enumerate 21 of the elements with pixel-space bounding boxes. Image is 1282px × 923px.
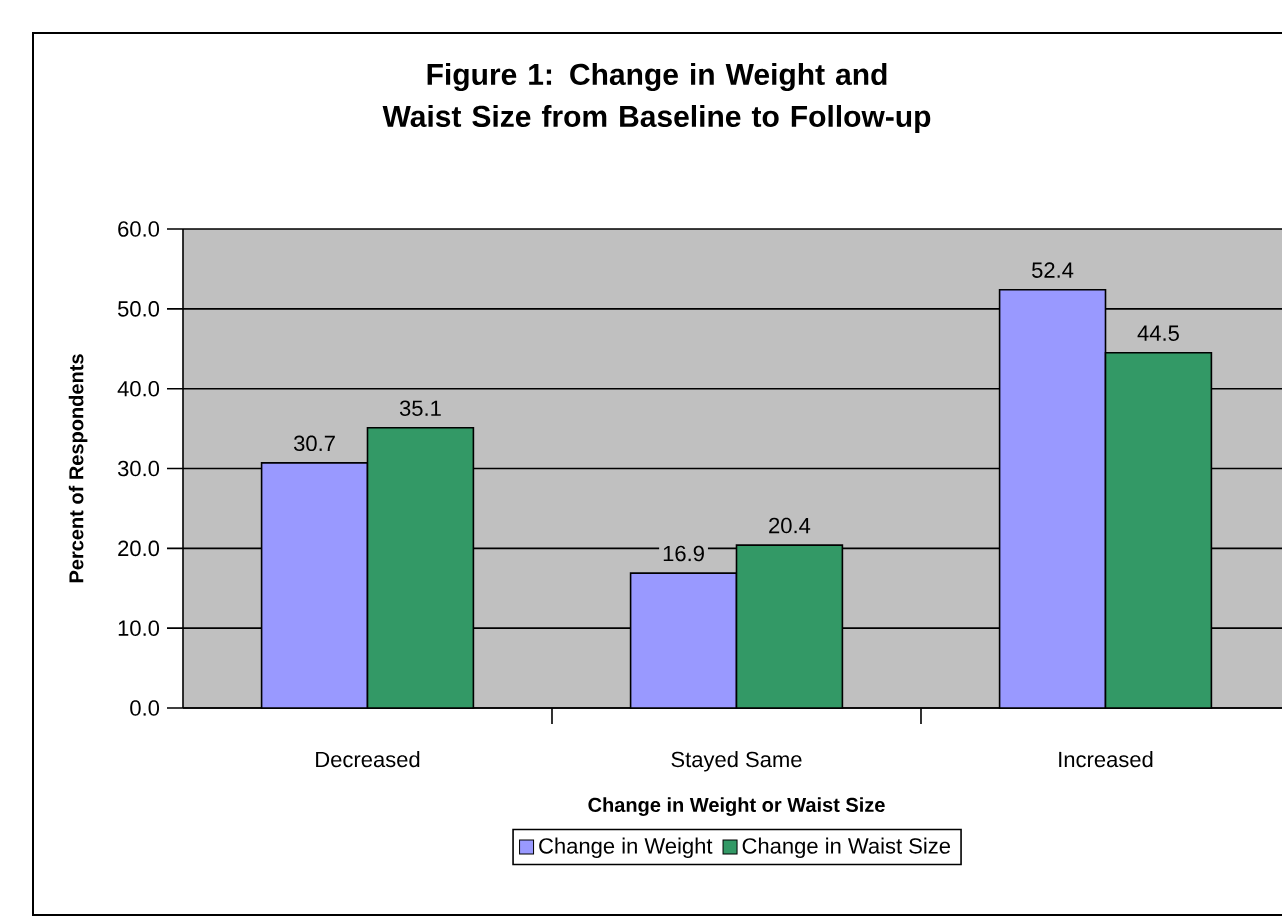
y-tick-label: 0.0 <box>130 700 160 716</box>
y-tick-label: 30.0 <box>117 460 160 477</box>
data-label: 52.4 <box>1032 262 1074 278</box>
data-label: 20.4 <box>769 517 811 534</box>
y-tick-label: 50.0 <box>117 301 160 317</box>
y-axis-title: Percent of Respondents <box>68 354 88 583</box>
x-tick-label: Decreased <box>316 751 420 768</box>
y-tick-label: 40.0 <box>117 380 160 397</box>
y-tick-label: 20.0 <box>118 540 160 557</box>
data-label: 35.1 <box>399 400 441 416</box>
x-axis-title: Change in Weight or Waist Size <box>588 797 885 817</box>
legend-label: Change in Weight <box>539 837 713 859</box>
data-label: 44.5 <box>1137 325 1179 341</box>
data-label: 30.7 <box>293 435 335 452</box>
x-tick-label: Increased <box>1059 751 1153 768</box>
y-tick-label: 60.0 <box>118 221 160 237</box>
data-label: 16.9 <box>663 545 704 562</box>
legend-label: Change in Waist Size <box>742 837 951 859</box>
y-tick-label: 10.0 <box>118 620 160 636</box>
chart-title: Figure 1: Change in Weight and Waist Size from Baseline to Follow-up <box>382 63 931 133</box>
x-tick-label: Stayed Same <box>671 751 802 772</box>
